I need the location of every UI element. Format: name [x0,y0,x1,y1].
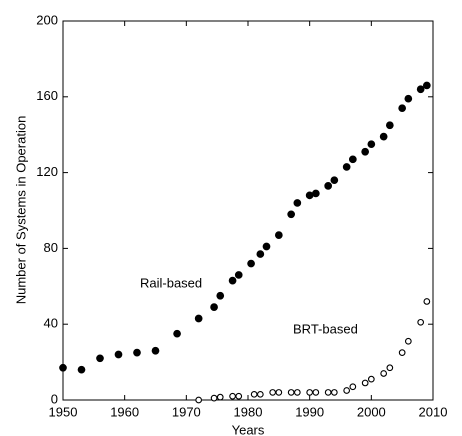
point [287,210,296,219]
point [305,191,314,200]
point [275,389,283,396]
x-tick-label: 2010 [419,404,448,419]
point [235,392,243,400]
y-tick-label: 40 [44,316,58,331]
point [330,176,339,185]
point [342,163,351,171]
point [133,348,141,357]
point [423,298,431,305]
point [216,393,224,401]
point [422,81,431,90]
point [330,389,338,396]
point [274,231,283,239]
point [367,140,376,149]
point [343,387,351,394]
point [416,85,425,94]
point [324,182,333,190]
point [293,199,302,207]
point [287,389,295,396]
point [210,303,218,311]
point [386,364,394,372]
point [306,389,314,396]
point [311,189,320,198]
point [404,337,412,345]
point [250,390,258,398]
point [385,121,394,130]
point [417,318,425,326]
point [269,389,277,396]
x-axis-label: Years [232,422,265,436]
y-tick-label: 80 [44,240,58,255]
point [195,396,203,404]
point [96,354,104,363]
y-tick-label: 160 [36,88,58,103]
series-label: BRT-based [293,321,358,336]
point [77,365,86,374]
point [361,147,370,156]
point [380,370,388,377]
point [256,390,264,398]
point [361,379,369,387]
series-label: Rail-based [140,275,202,290]
x-tick-label: 1960 [110,404,139,419]
point [348,155,357,164]
point [247,259,255,268]
point [398,349,406,356]
point [349,383,357,391]
plot-frame [62,20,434,401]
point [234,271,243,279]
point [151,346,160,355]
point [324,389,332,396]
y-tick-label: 200 [36,12,58,27]
point [367,375,375,383]
x-tick-label: 1950 [49,404,78,419]
x-tick-label: 2000 [357,404,386,419]
point [404,94,413,103]
point [293,389,301,396]
y-tick-label: 120 [36,164,58,179]
point [228,276,237,285]
x-tick-label: 1970 [172,404,201,419]
point [216,291,225,300]
y-tick-label: 0 [51,391,58,406]
point [59,363,67,372]
point [173,329,181,338]
point [379,132,388,141]
x-tick-label: 1980 [234,404,263,419]
point [210,394,218,402]
point [262,242,271,251]
point [114,350,123,359]
point [256,250,265,258]
point [312,389,320,396]
point [229,392,236,400]
point [398,104,407,113]
y-axis-label: Number of Systems in Operation [13,116,28,305]
point [194,314,203,323]
x-tick-label: 1990 [295,404,324,419]
